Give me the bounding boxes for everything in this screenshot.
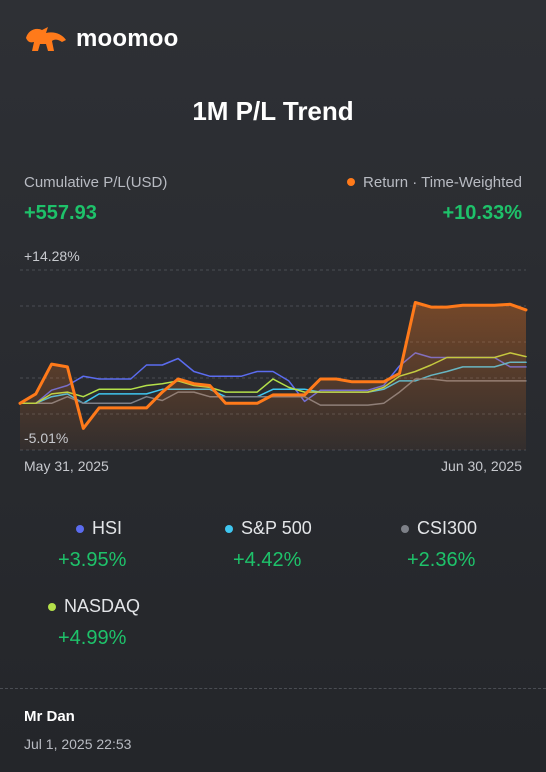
benchmark-csi300: CSI300 +2.36%	[401, 518, 477, 572]
benchmark-hsi: HSI +3.95%	[58, 518, 126, 572]
brand-logo: moomoo	[24, 24, 179, 54]
benchmark-value: +4.42%	[233, 549, 302, 571]
benchmark-name: S&P 500	[241, 518, 312, 538]
benchmark-nasdaq: NASDAQ +4.99%	[48, 596, 140, 650]
benchmark-value: +2.36%	[407, 549, 476, 571]
benchmark-value: +4.99%	[58, 627, 127, 649]
return-area	[20, 302, 526, 450]
y-axis-max-label: +14.28%	[24, 248, 80, 264]
user-name: Mr Dan	[24, 708, 75, 725]
benchmark-value: +3.95%	[58, 549, 127, 571]
csi300-dot-icon	[401, 524, 409, 533]
bull-icon	[26, 27, 66, 51]
sp500-dot-icon	[225, 524, 233, 533]
return-value: +10.33%	[442, 202, 522, 224]
x-axis-end-label: Jun 30, 2025	[441, 458, 522, 474]
cumulative-pl-value: +557.93	[24, 202, 97, 224]
hsi-dot-icon	[76, 524, 84, 533]
y-axis-min-label: -5.01%	[24, 430, 69, 446]
benchmark-name: HSI	[92, 518, 123, 538]
pl-trend-chart	[18, 269, 528, 451]
benchmark-sp500: S&P 500 +4.42%	[225, 518, 312, 572]
cumulative-pl-label: Cumulative P/L(USD)	[24, 174, 168, 191]
benchmark-name: CSI300	[417, 518, 478, 538]
brand-name: moomoo	[76, 25, 179, 52]
nasdaq-dot-icon	[48, 602, 56, 611]
footer-divider	[0, 688, 546, 689]
return-series-line	[18, 301, 528, 430]
return-dot-icon	[347, 178, 356, 186]
return-legend: Return · Time-Weighted	[347, 174, 522, 191]
post-timestamp: Jul 1, 2025 22:53	[24, 736, 132, 752]
page-title: 1M P/L Trend	[192, 96, 354, 126]
benchmark-name: NASDAQ	[64, 596, 141, 616]
x-axis-start-label: May 31, 2025	[24, 458, 109, 474]
return-label: Return · Time-Weighted	[363, 174, 522, 191]
